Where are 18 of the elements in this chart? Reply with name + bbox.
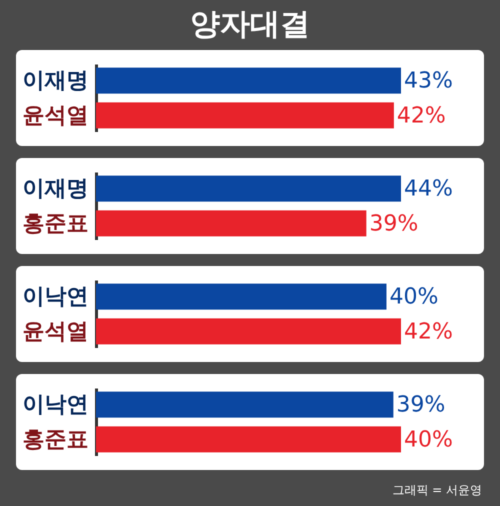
data-label: 39% [369, 211, 418, 236]
data-label: 40% [389, 284, 438, 310]
y-tick-label: 윤석열 [22, 103, 88, 128]
y-tick-label: 이재명 [22, 68, 88, 94]
data-label: 40% [404, 427, 453, 452]
data-label: 43% [404, 68, 453, 94]
data-label: 44% [404, 176, 453, 202]
data-label: 39% [396, 392, 446, 418]
chart-title: 양자대결 [189, 6, 311, 44]
y-tick-label: 이낙연 [22, 284, 88, 310]
text: 그래픽 = 서윤영 [391, 482, 482, 499]
data-label: 42% [396, 103, 446, 128]
y-tick-label: 윤석열 [22, 319, 88, 344]
y-tick-label: 홍준표 [22, 427, 88, 452]
y-tick-label: 이낙연 [22, 392, 88, 418]
y-tick-label: 홍준표 [22, 211, 88, 236]
y-tick-label: 이재명 [22, 176, 88, 202]
data-label: 42% [404, 319, 453, 344]
